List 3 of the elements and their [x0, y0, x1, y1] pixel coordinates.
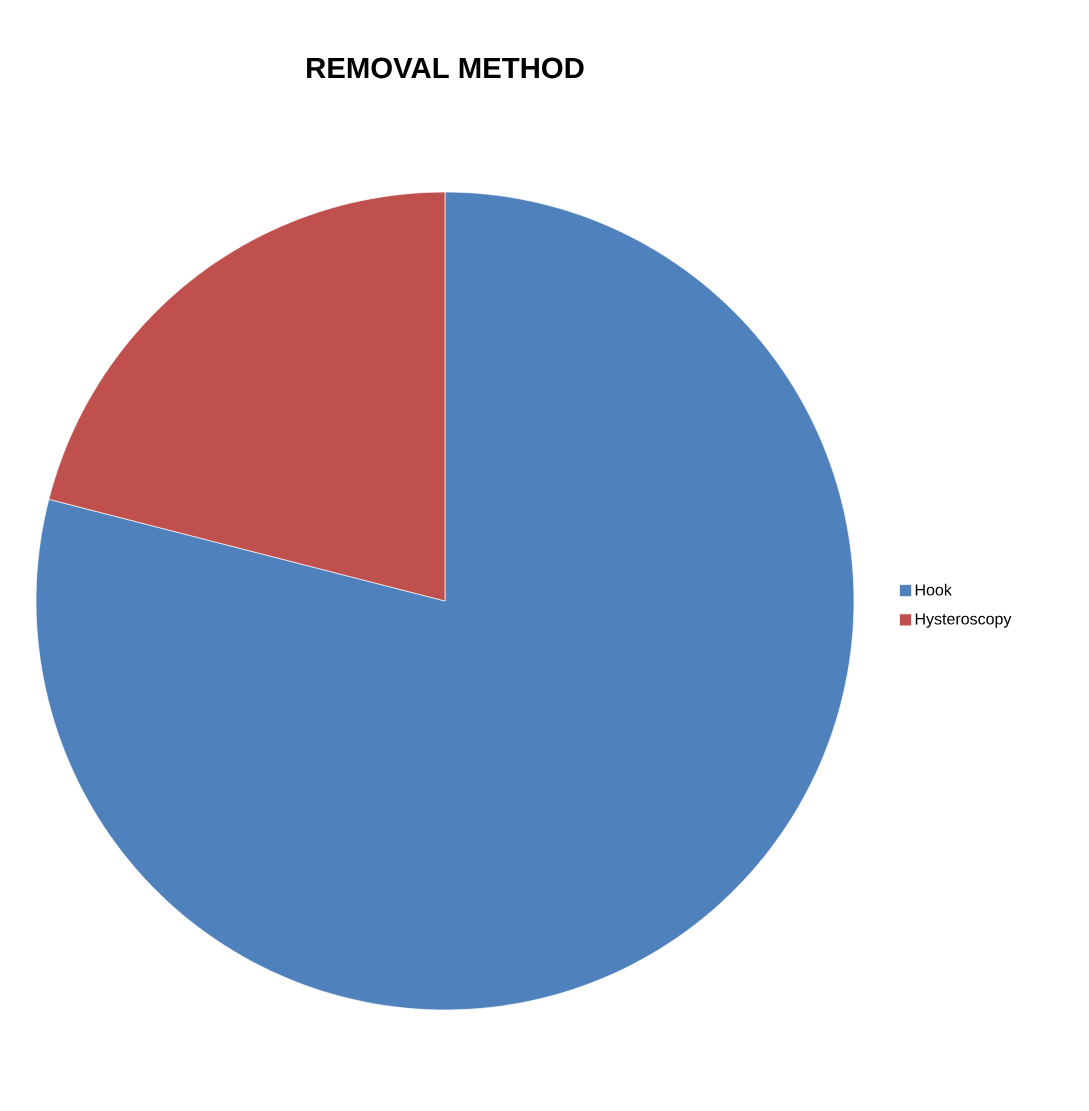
chart-title: REMOVAL METHOD	[307, 57, 584, 79]
legend-label: Hysteroscopy	[915, 613, 1012, 628]
legend-label: Hook	[915, 583, 952, 596]
